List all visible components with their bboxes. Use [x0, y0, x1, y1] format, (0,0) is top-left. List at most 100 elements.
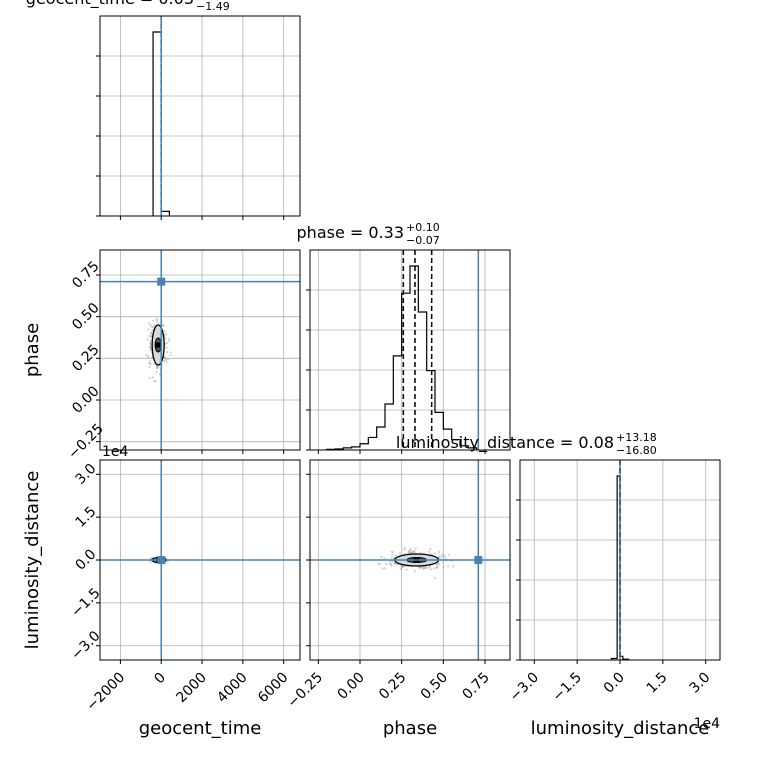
sample-point: [433, 552, 437, 555]
tick-label-x: 0: [151, 670, 169, 688]
tick-label-x: −2000: [83, 670, 128, 715]
truth-marker: [157, 556, 166, 564]
sample-point: [390, 564, 393, 567]
tick-label-y: 3.0: [72, 461, 99, 488]
sample-point: [425, 566, 428, 570]
sample-point: [430, 568, 433, 571]
sample-point: [149, 331, 153, 334]
offset-text-x: 1e4: [694, 716, 721, 732]
sample-point: [161, 324, 164, 327]
sample-point: [451, 565, 455, 568]
panel-2d-phase-luminosity_distance: [306, 459, 511, 664]
panel-hist-geocent_time: [96, 15, 301, 220]
tick-label-x: −1.5: [550, 670, 585, 705]
sample-point: [388, 562, 392, 565]
sample-point: [438, 555, 442, 558]
sample-point: [155, 317, 158, 320]
sample-point: [435, 566, 438, 569]
sample-point: [418, 566, 421, 569]
sample-point: [148, 362, 151, 365]
sample-point: [443, 554, 446, 558]
sample-point: [147, 354, 150, 358]
density-peak: [155, 342, 161, 348]
sample-point: [162, 324, 165, 328]
sample-point: [389, 562, 393, 566]
sample-point: [149, 342, 152, 346]
title-lower-error: −0.07: [406, 234, 440, 247]
sample-point: [156, 365, 159, 368]
panel-frame: [99, 15, 301, 217]
sample-point: [429, 565, 432, 568]
sample-point: [438, 557, 442, 560]
sample-point: [154, 380, 157, 383]
sample-point: [148, 322, 151, 325]
sample-point: [380, 556, 383, 559]
sample-point: [423, 567, 426, 570]
sample-point: [149, 362, 152, 365]
sample-point: [383, 557, 386, 560]
axis-label-y-luminosity_distance: luminosity_distance: [22, 471, 43, 650]
sample-point: [435, 563, 438, 566]
sample-point: [156, 366, 159, 370]
sample-point: [162, 360, 165, 363]
sample-point: [413, 570, 417, 573]
sample-point: [412, 550, 416, 553]
sample-point: [149, 343, 152, 347]
sample-point: [149, 341, 152, 345]
panel-hist-phase: [306, 249, 511, 454]
sample-point: [156, 367, 159, 370]
tick-label-x: 4000: [214, 670, 251, 707]
tick-label-x: 2000: [173, 670, 210, 707]
panel-frame: [99, 249, 301, 451]
panel-content: [100, 460, 300, 660]
title-upper-error: +13.18: [616, 431, 657, 444]
sample-point: [437, 563, 440, 566]
tick-label-x: 0.75: [459, 670, 492, 703]
sample-point: [393, 562, 397, 565]
tick-label-x: 0.25: [376, 670, 409, 703]
sample-point: [398, 552, 401, 555]
sample-point: [155, 370, 158, 374]
sample-point: [418, 566, 421, 569]
sample-point: [442, 566, 445, 569]
sample-point: [167, 339, 170, 343]
sample-point: [433, 576, 437, 580]
sample-point: [391, 553, 394, 557]
sample-point: [166, 560, 169, 563]
sample-point: [428, 550, 431, 553]
sample-point: [436, 566, 439, 569]
sample-point: [421, 567, 424, 571]
sample-point: [152, 319, 155, 322]
axis-label-x-phase: phase: [383, 718, 437, 739]
sample-point: [407, 550, 410, 553]
sample-point: [441, 561, 444, 564]
sample-point: [146, 338, 149, 341]
tick-label-x: −3.0: [507, 670, 542, 705]
panel-hist-luminosity_distance: [516, 459, 721, 664]
sample-point: [402, 565, 405, 568]
sample-point: [441, 555, 444, 559]
panel-content: [310, 460, 510, 660]
sample-point: [165, 341, 168, 345]
sample-point: [165, 350, 169, 354]
sample-point: [429, 547, 432, 550]
offset-text-y: 1e4: [102, 444, 129, 460]
sample-point: [447, 553, 451, 556]
sample-point: [165, 361, 168, 364]
panel-2d-geocent_time-luminosity_distance: [96, 459, 301, 664]
sample-point: [147, 328, 150, 331]
sample-point: [169, 354, 172, 357]
sample-point: [148, 334, 151, 338]
sample-point: [165, 332, 168, 336]
sample-point: [149, 324, 152, 327]
sample-point: [403, 548, 406, 551]
sample-point: [403, 546, 406, 550]
sample-point: [424, 566, 427, 569]
sample-point: [151, 325, 154, 329]
sample-point: [149, 349, 152, 352]
sample-point: [408, 551, 411, 554]
sample-point: [390, 550, 393, 553]
title-upper-error: +0.10: [406, 221, 440, 234]
sample-point: [414, 547, 417, 550]
title-geocent_time: geocent_time = 0.03: [26, 0, 194, 9]
